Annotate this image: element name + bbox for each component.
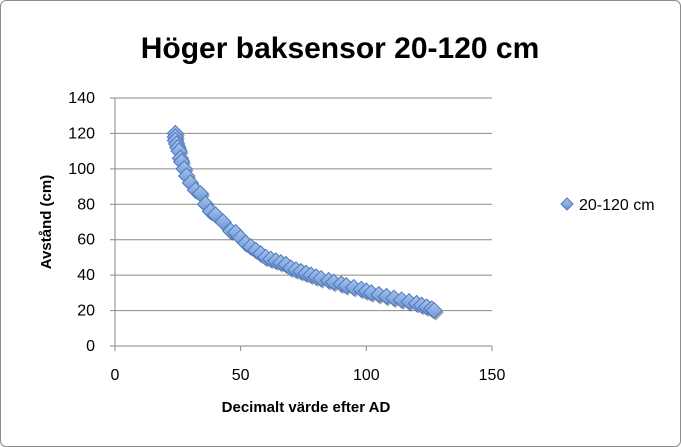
x-tick-label: 50 xyxy=(232,367,250,384)
y-tick-label: 20 xyxy=(77,303,95,320)
y-tick-label: 80 xyxy=(77,196,95,213)
x-tick-label: 100 xyxy=(353,367,380,384)
y-tick-label: 0 xyxy=(86,338,95,355)
x-axis-title: Decimalt värde efter AD xyxy=(222,399,391,416)
chart-title: Höger baksensor 20-120 cm xyxy=(141,32,540,65)
y-tick-label: 100 xyxy=(68,161,95,178)
x-tick-label: 150 xyxy=(479,367,506,384)
legend-label: 20-120 cm xyxy=(579,197,655,214)
data-point xyxy=(425,301,443,320)
y-tick-label: 140 xyxy=(68,90,95,107)
legend: 20-120 cm xyxy=(560,197,655,214)
y-tick-label: 60 xyxy=(77,232,95,249)
legend-marker xyxy=(560,197,574,211)
x-tick-label: 0 xyxy=(111,367,120,384)
y-axis-title: Avstånd (cm) xyxy=(38,175,55,269)
y-tick-label: 40 xyxy=(77,267,95,284)
y-tick-label: 120 xyxy=(68,125,95,142)
